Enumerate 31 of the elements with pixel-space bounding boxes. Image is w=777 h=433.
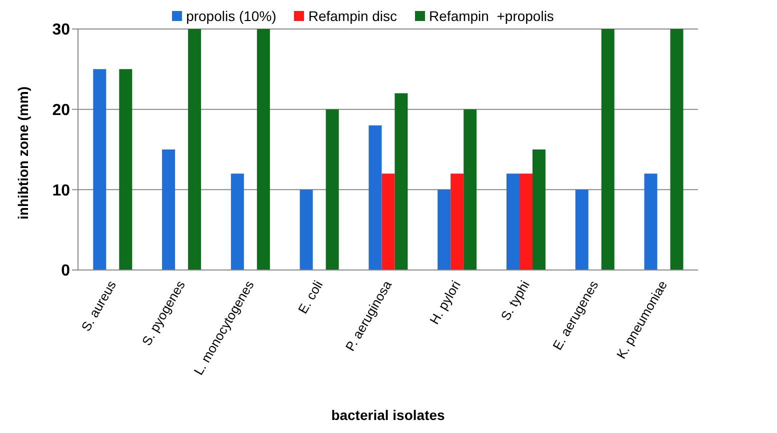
bar	[382, 174, 395, 270]
bar	[532, 150, 546, 270]
legend-label: Refampin +propolis	[428, 8, 554, 24]
bar	[326, 109, 339, 270]
bar	[300, 190, 313, 270]
bar	[368, 125, 382, 270]
y-tick-label: 20	[52, 102, 70, 120]
bar	[644, 174, 658, 270]
bar	[119, 69, 132, 270]
bar	[230, 174, 244, 270]
legend-label: Refampin disc	[307, 8, 398, 24]
bar	[506, 174, 520, 270]
bar	[464, 109, 477, 270]
y-tick-label: 0	[61, 262, 70, 280]
y-tick-label: 30	[52, 22, 70, 39]
bar	[188, 29, 202, 270]
bar	[575, 190, 588, 270]
bar	[256, 29, 270, 270]
bar	[394, 93, 408, 270]
x-tick-label: E. coli	[295, 278, 326, 316]
bar	[450, 174, 464, 270]
bar	[162, 150, 176, 270]
bar	[670, 29, 684, 270]
bar	[519, 174, 532, 270]
y-tick-label: 10	[52, 182, 70, 200]
bar	[93, 69, 106, 270]
y-axis-title: inhibtion zone (mm)	[14, 86, 31, 220]
x-axis-title: bacterial isolates	[331, 407, 446, 423]
bar	[601, 29, 614, 270]
legend-label: propolis (10%)	[185, 8, 276, 24]
bar	[438, 190, 451, 270]
